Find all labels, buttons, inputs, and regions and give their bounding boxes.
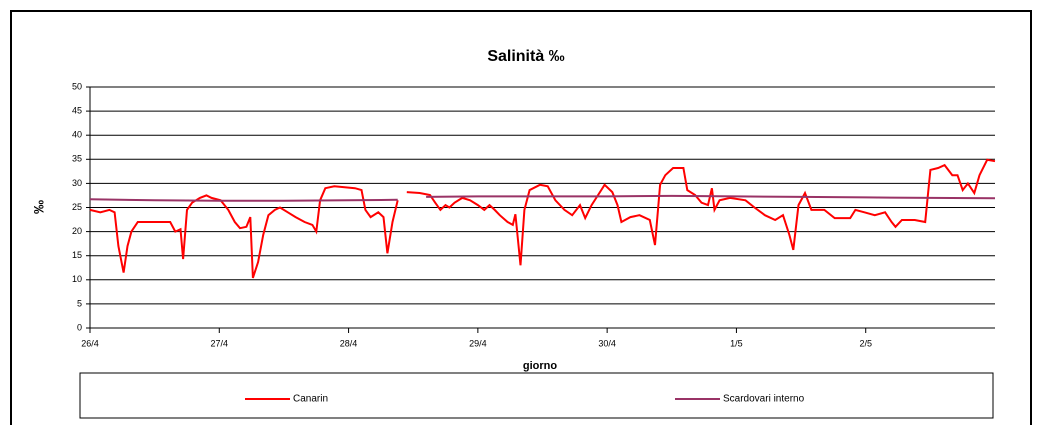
y-axis-label: ‰ <box>31 200 47 214</box>
y-tick-label: 15 <box>72 250 82 260</box>
y-tick-label: 20 <box>72 226 82 236</box>
chart-title: Salinità ‰ <box>487 48 564 65</box>
y-tick-label: 45 <box>72 105 82 115</box>
x-tick-label: 26/4 <box>81 338 99 348</box>
series-line <box>89 158 996 279</box>
legend-label: Scardovari interno <box>723 394 805 405</box>
y-tick-label: 40 <box>72 130 82 140</box>
x-tick-label: 28/4 <box>340 338 358 348</box>
x-axis-label: giorno <box>523 360 557 372</box>
x-tick-label: 1/5 <box>730 338 743 348</box>
x-tick-label: 27/4 <box>211 338 229 348</box>
x-tick-label: 30/4 <box>598 338 616 348</box>
y-tick-label: 50 <box>72 81 82 91</box>
y-tick-label: 0 <box>77 322 82 332</box>
series-line <box>89 194 996 202</box>
y-tick-label: 35 <box>72 154 82 164</box>
x-tick-label: 2/5 <box>859 338 872 348</box>
legend-label: Canarin <box>293 394 328 405</box>
y-tick-label: 10 <box>72 274 82 284</box>
legend <box>79 372 994 419</box>
y-tick-label: 5 <box>77 298 82 308</box>
chart-border <box>10 10 1032 428</box>
x-tick-label: 29/4 <box>469 338 487 348</box>
y-tick-label: 30 <box>72 178 82 188</box>
y-tick-label: 25 <box>72 202 82 212</box>
